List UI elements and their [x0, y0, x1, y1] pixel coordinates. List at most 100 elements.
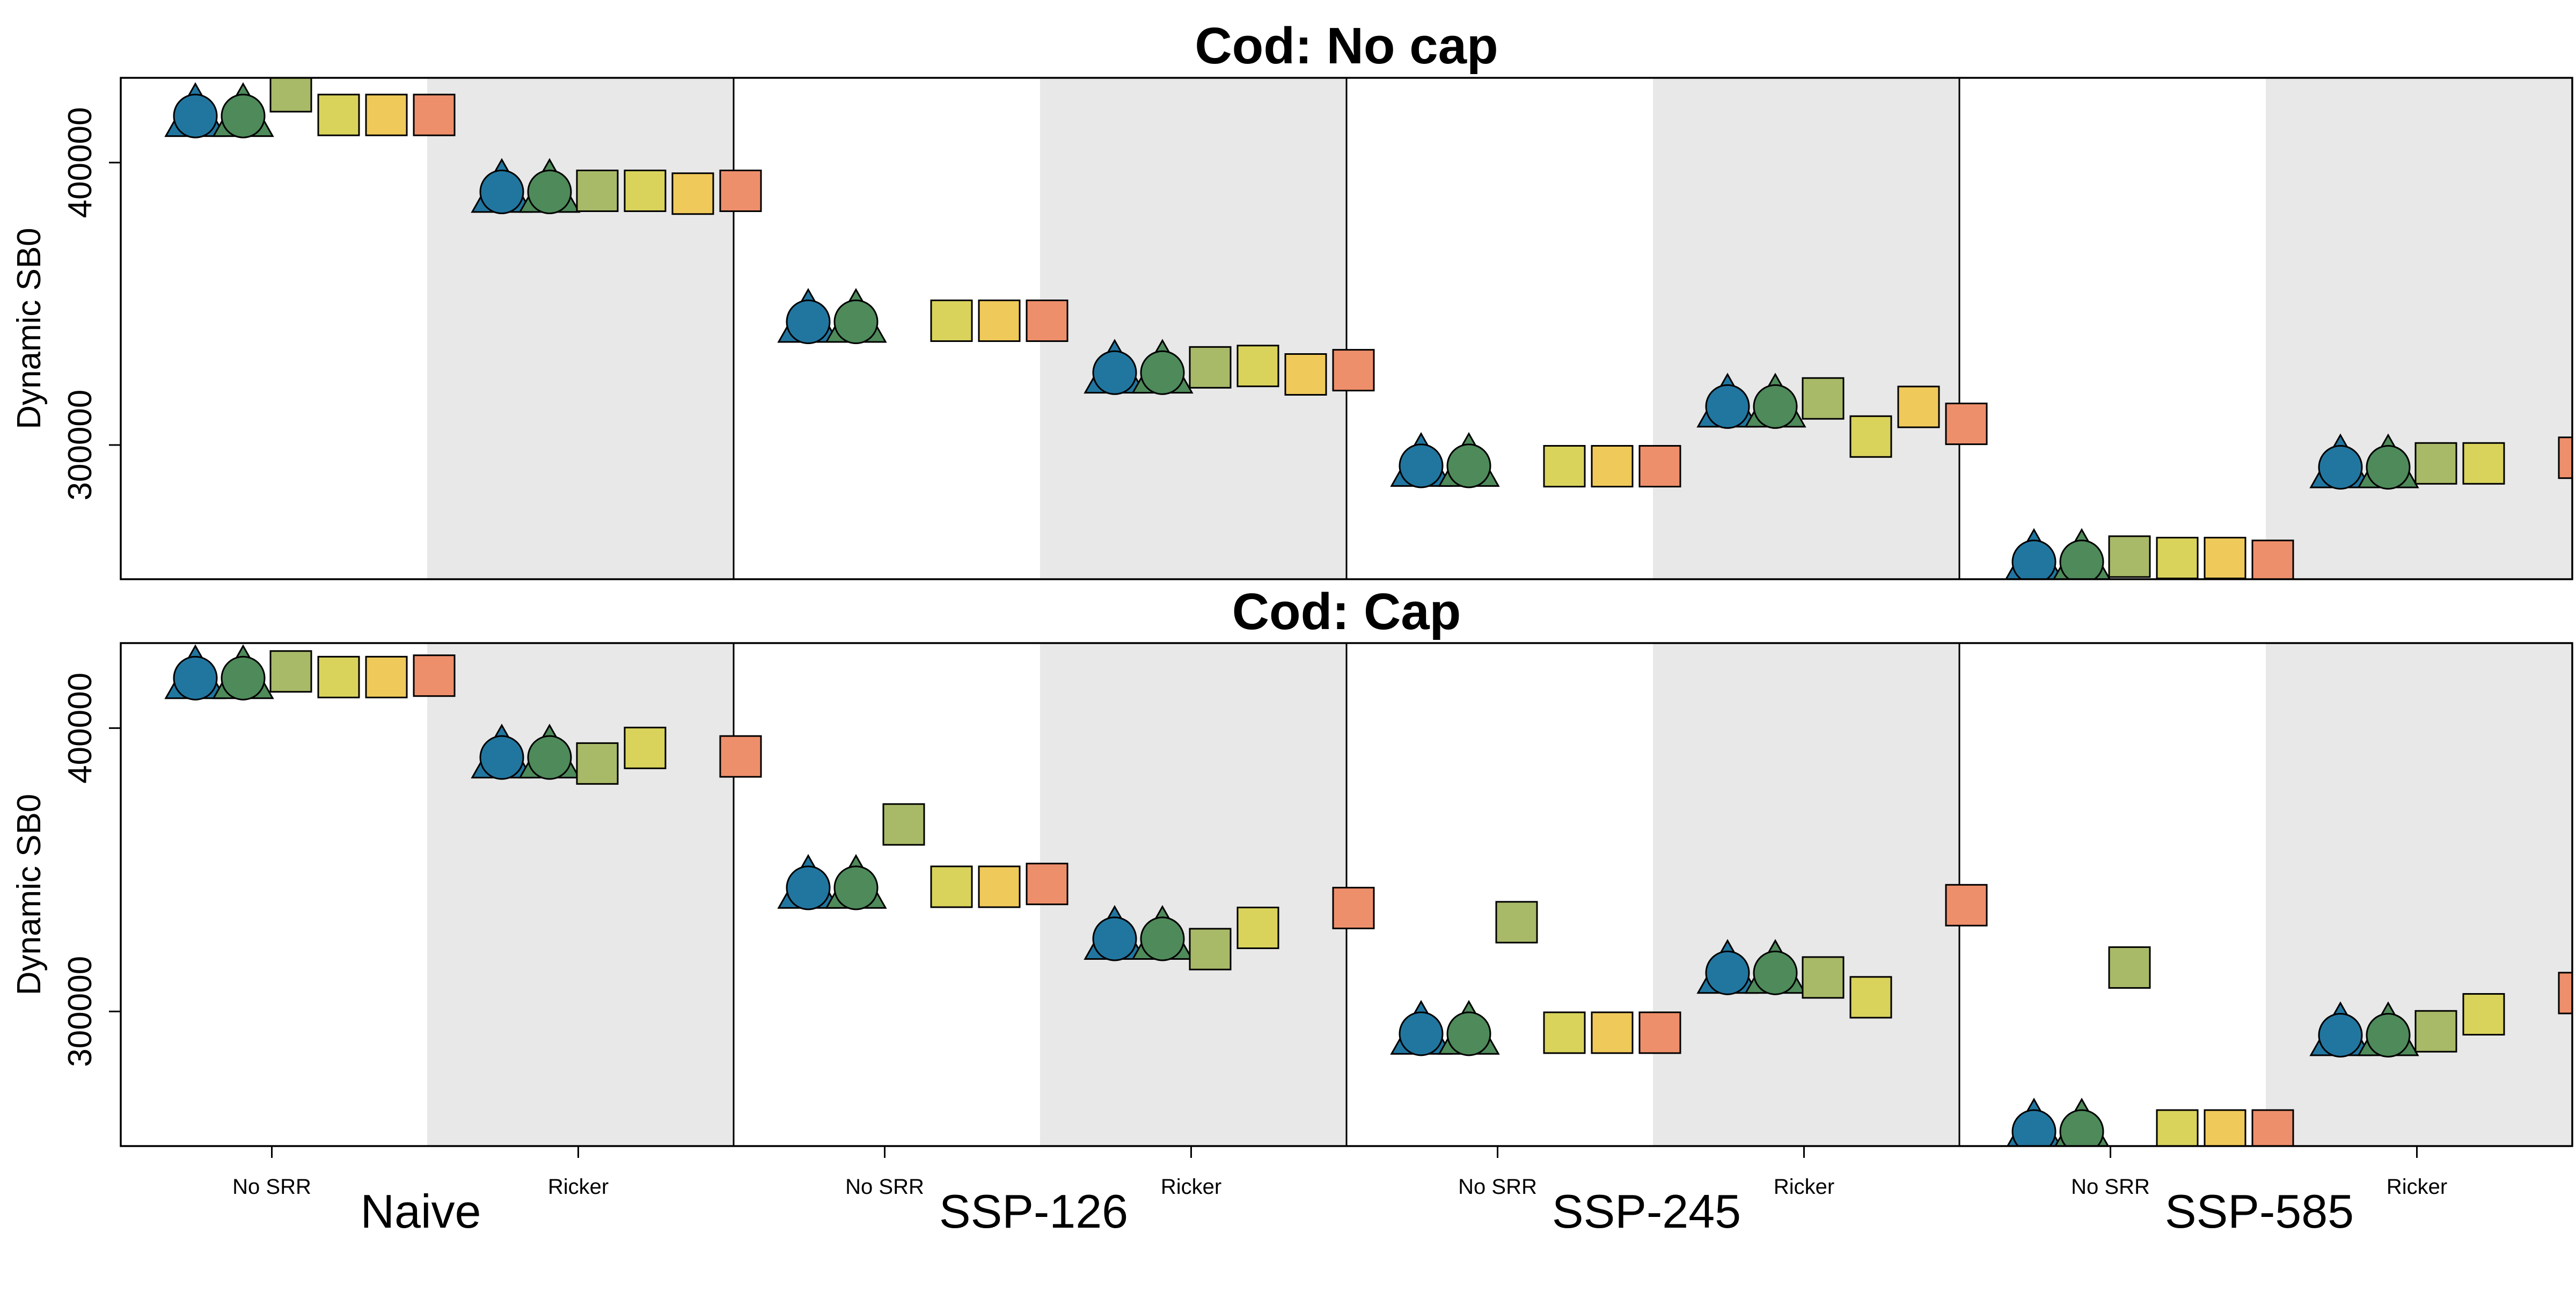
data-point-square — [1332, 349, 1375, 392]
data-point-square — [1802, 377, 1845, 420]
data-point-square — [2204, 537, 2246, 579]
ricker-shading — [2266, 78, 2572, 579]
data-point-circle — [786, 300, 831, 345]
data-point-circle — [2011, 1109, 2057, 1146]
data-point-circle — [2366, 445, 2411, 490]
group-label: SSP-245 — [1552, 1185, 1741, 1238]
data-point-circle — [1092, 350, 1137, 395]
y-tick-label: 300000 — [62, 390, 99, 501]
x-tick-label: Ricker — [2387, 1175, 2447, 1199]
data-point-square — [1849, 415, 1892, 458]
ricker-shading — [1040, 643, 1346, 1146]
data-point-circle — [527, 169, 572, 214]
data-point-circle — [1140, 350, 1185, 395]
data-point-square — [2558, 972, 2572, 1015]
data-point-square — [930, 300, 973, 342]
data-point-circle — [833, 300, 879, 345]
data-point-square — [1189, 928, 1232, 971]
data-point-circle — [1140, 916, 1185, 961]
data-point-square — [269, 78, 312, 113]
data-point-square — [576, 169, 619, 212]
data-point-square — [719, 735, 762, 778]
data-point-circle — [527, 735, 572, 780]
data-point-square — [2462, 442, 2505, 485]
data-point-square — [2414, 1010, 2457, 1053]
data-point-circle — [2011, 539, 2057, 579]
data-point-square — [719, 169, 762, 212]
data-point-square — [317, 655, 360, 698]
data-point-square — [2414, 442, 2457, 485]
data-point-circle — [479, 169, 524, 214]
data-point-circle — [2059, 1109, 2104, 1146]
data-point-square — [1802, 956, 1845, 999]
data-point-square — [365, 655, 408, 698]
data-point-circle — [786, 865, 831, 910]
x-tick-label: No SRR — [2071, 1175, 2150, 1199]
data-point-circle — [173, 93, 218, 138]
data-point-square — [2108, 946, 2151, 989]
data-point-square — [576, 742, 619, 785]
data-point-square — [978, 865, 1021, 908]
data-point-circle — [1705, 384, 1750, 429]
data-point-square — [1591, 445, 1634, 488]
data-point-square — [1849, 976, 1892, 1019]
data-point-circle — [221, 93, 266, 138]
data-point-square — [2156, 537, 2199, 579]
data-point-square — [317, 93, 360, 136]
data-point-circle — [1399, 1011, 1444, 1056]
data-point-square — [1945, 403, 1988, 446]
data-point-square — [2462, 993, 2505, 1036]
data-point-square — [1543, 1011, 1586, 1054]
data-point-circle — [1092, 916, 1137, 961]
y-tick-label: 400000 — [62, 673, 99, 784]
y-tick-label: 300000 — [62, 956, 99, 1067]
ricker-shading — [427, 643, 734, 1146]
data-point-square — [1543, 445, 1586, 488]
data-point-square — [1638, 445, 1681, 488]
ricker-shading — [1040, 78, 1346, 579]
data-point-circle — [2366, 1012, 2411, 1057]
panel-title: Cod: Cap — [1232, 583, 1461, 640]
data-point-square — [2558, 436, 2572, 479]
ricker-shading — [1653, 78, 1959, 579]
data-point-circle — [1446, 1011, 1491, 1056]
y-axis-label: Dynamic SB0 — [11, 228, 48, 429]
data-point-square — [1591, 1011, 1634, 1054]
data-point-square — [1026, 863, 1069, 906]
data-point-square — [2108, 535, 2151, 578]
y-tick-label: 400000 — [62, 107, 99, 218]
data-point-circle — [1399, 443, 1444, 488]
group-label: SSP-585 — [2165, 1185, 2354, 1238]
group-label: Naive — [361, 1185, 481, 1238]
ricker-shading — [2266, 643, 2572, 1146]
x-tick-label: Ricker — [1161, 1175, 1221, 1199]
data-point-square — [269, 650, 312, 693]
data-point-square — [2204, 1109, 2246, 1146]
data-point-square — [365, 93, 408, 136]
data-point-square — [624, 726, 667, 769]
data-point-square — [1284, 353, 1327, 396]
group-label: SSP-126 — [939, 1185, 1128, 1238]
x-tick-label: No SRR — [845, 1175, 924, 1199]
data-point-square — [624, 169, 667, 212]
data-point-square — [413, 93, 456, 136]
data-point-square — [1897, 385, 1940, 428]
ricker-shading — [1653, 643, 1959, 1146]
data-point-circle — [173, 655, 218, 701]
data-point-circle — [1753, 384, 1798, 429]
data-point-square — [882, 803, 925, 846]
data-point-square — [930, 865, 973, 908]
data-point-circle — [2318, 1012, 2363, 1057]
data-point-square — [1638, 1011, 1681, 1054]
data-point-square — [1026, 300, 1069, 342]
data-point-circle — [1446, 443, 1491, 488]
data-point-circle — [833, 865, 879, 910]
x-tick-label: Ricker — [548, 1175, 609, 1199]
x-tick-label: Ricker — [1774, 1175, 1834, 1199]
x-tick-label: No SRR — [232, 1175, 311, 1199]
data-point-square — [2251, 1109, 2294, 1146]
data-point-square — [2156, 1109, 2199, 1146]
ricker-shading — [427, 78, 734, 579]
